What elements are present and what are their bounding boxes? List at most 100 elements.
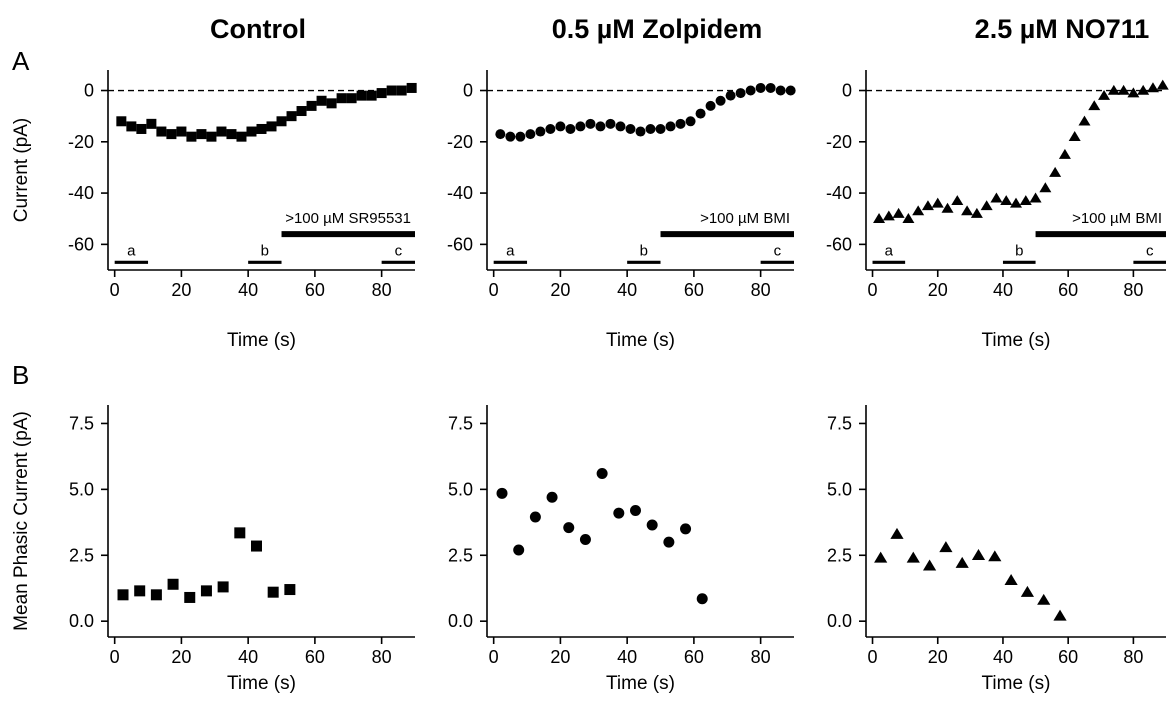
plots-group: 0 20 40 60 80 0 -20 -40 -60 Time (s) Current (pA) a… bbox=[11, 70, 1169, 694]
data-point bbox=[695, 108, 706, 119]
data-point bbox=[680, 523, 692, 535]
data-point bbox=[545, 123, 556, 134]
data-point bbox=[595, 121, 606, 132]
data-point bbox=[535, 126, 546, 137]
y-tick-label: -60 bbox=[826, 234, 852, 254]
x-tick-label: 40 bbox=[238, 280, 258, 300]
data-point bbox=[1037, 593, 1051, 605]
data-point bbox=[176, 126, 187, 137]
data-point bbox=[961, 205, 974, 216]
data-point bbox=[226, 129, 237, 140]
chart-1: 0 20 40 60 80 0 -20 -40 -60 Time (s) Current (pA) a… bbox=[11, 70, 417, 351]
column-title-control: Control bbox=[210, 14, 306, 44]
y-tick-label: 5.0 bbox=[69, 479, 94, 499]
data-point bbox=[785, 85, 796, 96]
data-point bbox=[575, 121, 586, 132]
data-point bbox=[496, 487, 508, 499]
panel-letter-b: B bbox=[12, 360, 29, 390]
data-point bbox=[546, 491, 558, 503]
y-tick-label: 5.0 bbox=[448, 479, 473, 499]
data-point bbox=[196, 129, 207, 140]
column-title-no711: 2.5 µM NO711 bbox=[975, 14, 1150, 44]
data-point bbox=[116, 116, 127, 127]
data-point bbox=[1049, 166, 1062, 177]
data-point bbox=[745, 85, 756, 96]
data-point bbox=[892, 207, 905, 218]
y-tick-label: 0 bbox=[84, 81, 94, 101]
epoch-bar-label: c bbox=[395, 242, 403, 259]
data-point bbox=[951, 195, 964, 206]
data-point bbox=[645, 123, 656, 134]
data-point bbox=[1098, 89, 1111, 100]
x-tick-label: 20 bbox=[171, 647, 191, 667]
data-point bbox=[735, 88, 746, 99]
data-point bbox=[1117, 84, 1130, 95]
y-tick-label: -20 bbox=[447, 132, 473, 152]
data-point bbox=[284, 584, 296, 596]
data-point bbox=[715, 95, 726, 106]
data-point bbox=[1019, 195, 1032, 206]
y-tick-label: 7.5 bbox=[827, 413, 852, 433]
data-point bbox=[931, 197, 944, 208]
x-tick-label: 0 bbox=[110, 647, 120, 667]
data-point bbox=[563, 522, 575, 534]
drug-bar-label: >100 µM BMI bbox=[1072, 210, 1162, 227]
x-tick-label: 40 bbox=[617, 647, 637, 667]
data-point bbox=[126, 121, 137, 132]
x-tick-label: 40 bbox=[993, 280, 1013, 300]
chart-3: 0 20 40 60 80 0 -20 -40 -60 Time (s) a b c >100 µM BM… bbox=[826, 70, 1169, 351]
data-point bbox=[134, 585, 146, 597]
data-point bbox=[1039, 182, 1052, 193]
data-point bbox=[696, 593, 708, 605]
data-point bbox=[167, 578, 179, 590]
x-tick-label: 0 bbox=[489, 647, 499, 667]
y-tick-label: 0 bbox=[463, 81, 473, 101]
data-point bbox=[873, 213, 886, 223]
y-tick-label: 7.5 bbox=[448, 413, 473, 433]
data-point bbox=[939, 541, 953, 553]
data-point bbox=[988, 550, 1002, 562]
data-point bbox=[1146, 82, 1159, 93]
data-point bbox=[1078, 115, 1091, 126]
data-point bbox=[921, 200, 934, 211]
data-point bbox=[1010, 197, 1022, 208]
data-point bbox=[605, 118, 616, 129]
x-tick-label: 80 bbox=[1123, 280, 1143, 300]
data-point bbox=[971, 549, 986, 560]
data-point bbox=[1058, 148, 1071, 159]
data-point bbox=[256, 123, 267, 134]
data-point bbox=[246, 126, 257, 137]
x-tick-label: 80 bbox=[1123, 647, 1143, 667]
data-point bbox=[136, 123, 147, 134]
data-point bbox=[1004, 574, 1018, 586]
y-tick-label: -40 bbox=[826, 183, 852, 203]
x-axis-label: Time (s) bbox=[606, 330, 675, 351]
y-tick-label: -40 bbox=[68, 183, 94, 203]
y-tick-label: 5.0 bbox=[827, 479, 852, 499]
data-point bbox=[625, 123, 636, 134]
x-tick-label: 80 bbox=[751, 280, 771, 300]
y-axis-label: Mean Phasic Current (pA) bbox=[11, 411, 32, 631]
x-tick-label: 60 bbox=[1058, 280, 1078, 300]
data-point bbox=[565, 123, 576, 134]
x-tick-label: 0 bbox=[489, 280, 499, 300]
data-point bbox=[396, 85, 407, 96]
y-tick-label: 7.5 bbox=[69, 413, 94, 433]
epoch-bar-label: b bbox=[261, 242, 269, 259]
x-axis-label: Time (s) bbox=[227, 673, 296, 694]
x-tick-label: 20 bbox=[928, 280, 948, 300]
data-point bbox=[1127, 87, 1140, 98]
data-point bbox=[216, 126, 227, 137]
x-tick-label: 0 bbox=[868, 280, 878, 300]
data-point bbox=[515, 131, 526, 142]
x-tick-label: 0 bbox=[868, 647, 878, 667]
data-point bbox=[579, 533, 591, 545]
epoch-bar-label: b bbox=[640, 242, 648, 259]
data-point bbox=[184, 591, 196, 603]
data-point bbox=[906, 551, 920, 563]
epoch-bar-label: a bbox=[885, 242, 894, 259]
data-point bbox=[665, 121, 676, 132]
x-tick-label: 20 bbox=[171, 280, 191, 300]
data-point bbox=[276, 116, 287, 127]
